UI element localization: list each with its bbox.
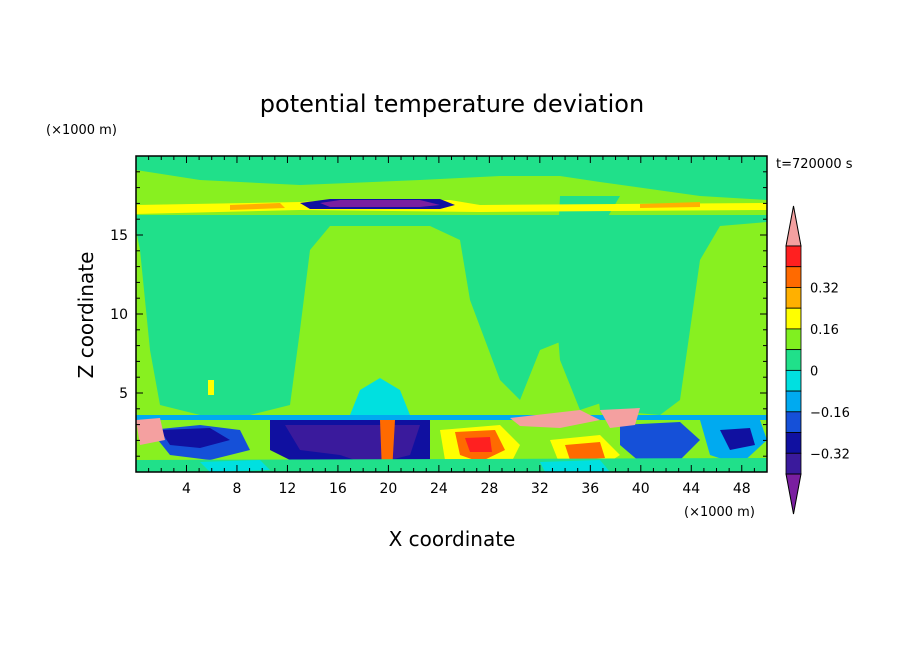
x-tick-label: 32 [531,481,549,497]
colorbar-swatch [785,328,802,351]
contour-field [136,156,767,472]
y-tick-label: 5 [119,386,128,402]
colorbar-top-arrow [785,205,802,247]
x-tick-label: 16 [329,481,347,497]
x-tick-label: 36 [581,481,599,497]
y-unit-label: (×1000 m) [46,123,117,138]
colorbar-swatch [785,369,802,392]
colorbar-swatch [785,411,802,433]
colorbar-swatch [785,245,802,268]
x-axis-title: X coordinate [389,527,516,551]
colorbar-swatch [785,432,802,454]
colorbar-label: 0.32 [810,281,839,296]
colorbar-swatch [785,307,802,330]
x-tick-label: 12 [279,481,297,497]
colorbar-swatch [785,452,802,475]
chart-title: potential temperature deviation [260,90,644,118]
colorbar-swatch [785,266,802,288]
colorbar: 0.32 0.16 0 −0.16 −0.32 [785,205,850,515]
x-tick-label: 24 [430,481,448,497]
colorbar-bottom-arrow [785,473,802,515]
colorbar-label: 0 [810,364,818,379]
colorbar-label: −0.16 [810,406,850,421]
x-tick-label: 44 [682,481,700,497]
y-axis-title: Z coordinate [74,252,98,379]
time-label: t=720000 s [776,157,853,172]
colorbar-label: 0.16 [810,323,839,338]
colorbar-swatch [785,287,802,309]
x-axis: 4 8 12 16 20 24 28 32 36 40 44 48 [148,156,755,497]
x-tick-label: 28 [480,481,498,497]
y-tick-label: 15 [110,228,128,244]
x-tick-label: 20 [379,481,397,497]
x-tick-label: 40 [632,481,650,497]
x-unit-label: (×1000 m) [684,505,755,520]
colorbar-swatch [785,349,802,371]
x-tick-label: 4 [182,481,191,497]
x-tick-label: 48 [733,481,751,497]
y-tick-label: 10 [110,307,128,323]
x-tick-label: 8 [232,481,241,497]
colorbar-swatch [785,390,802,413]
colorbar-label: −0.32 [810,447,850,462]
y-axis: 5 10 15 [110,171,767,457]
